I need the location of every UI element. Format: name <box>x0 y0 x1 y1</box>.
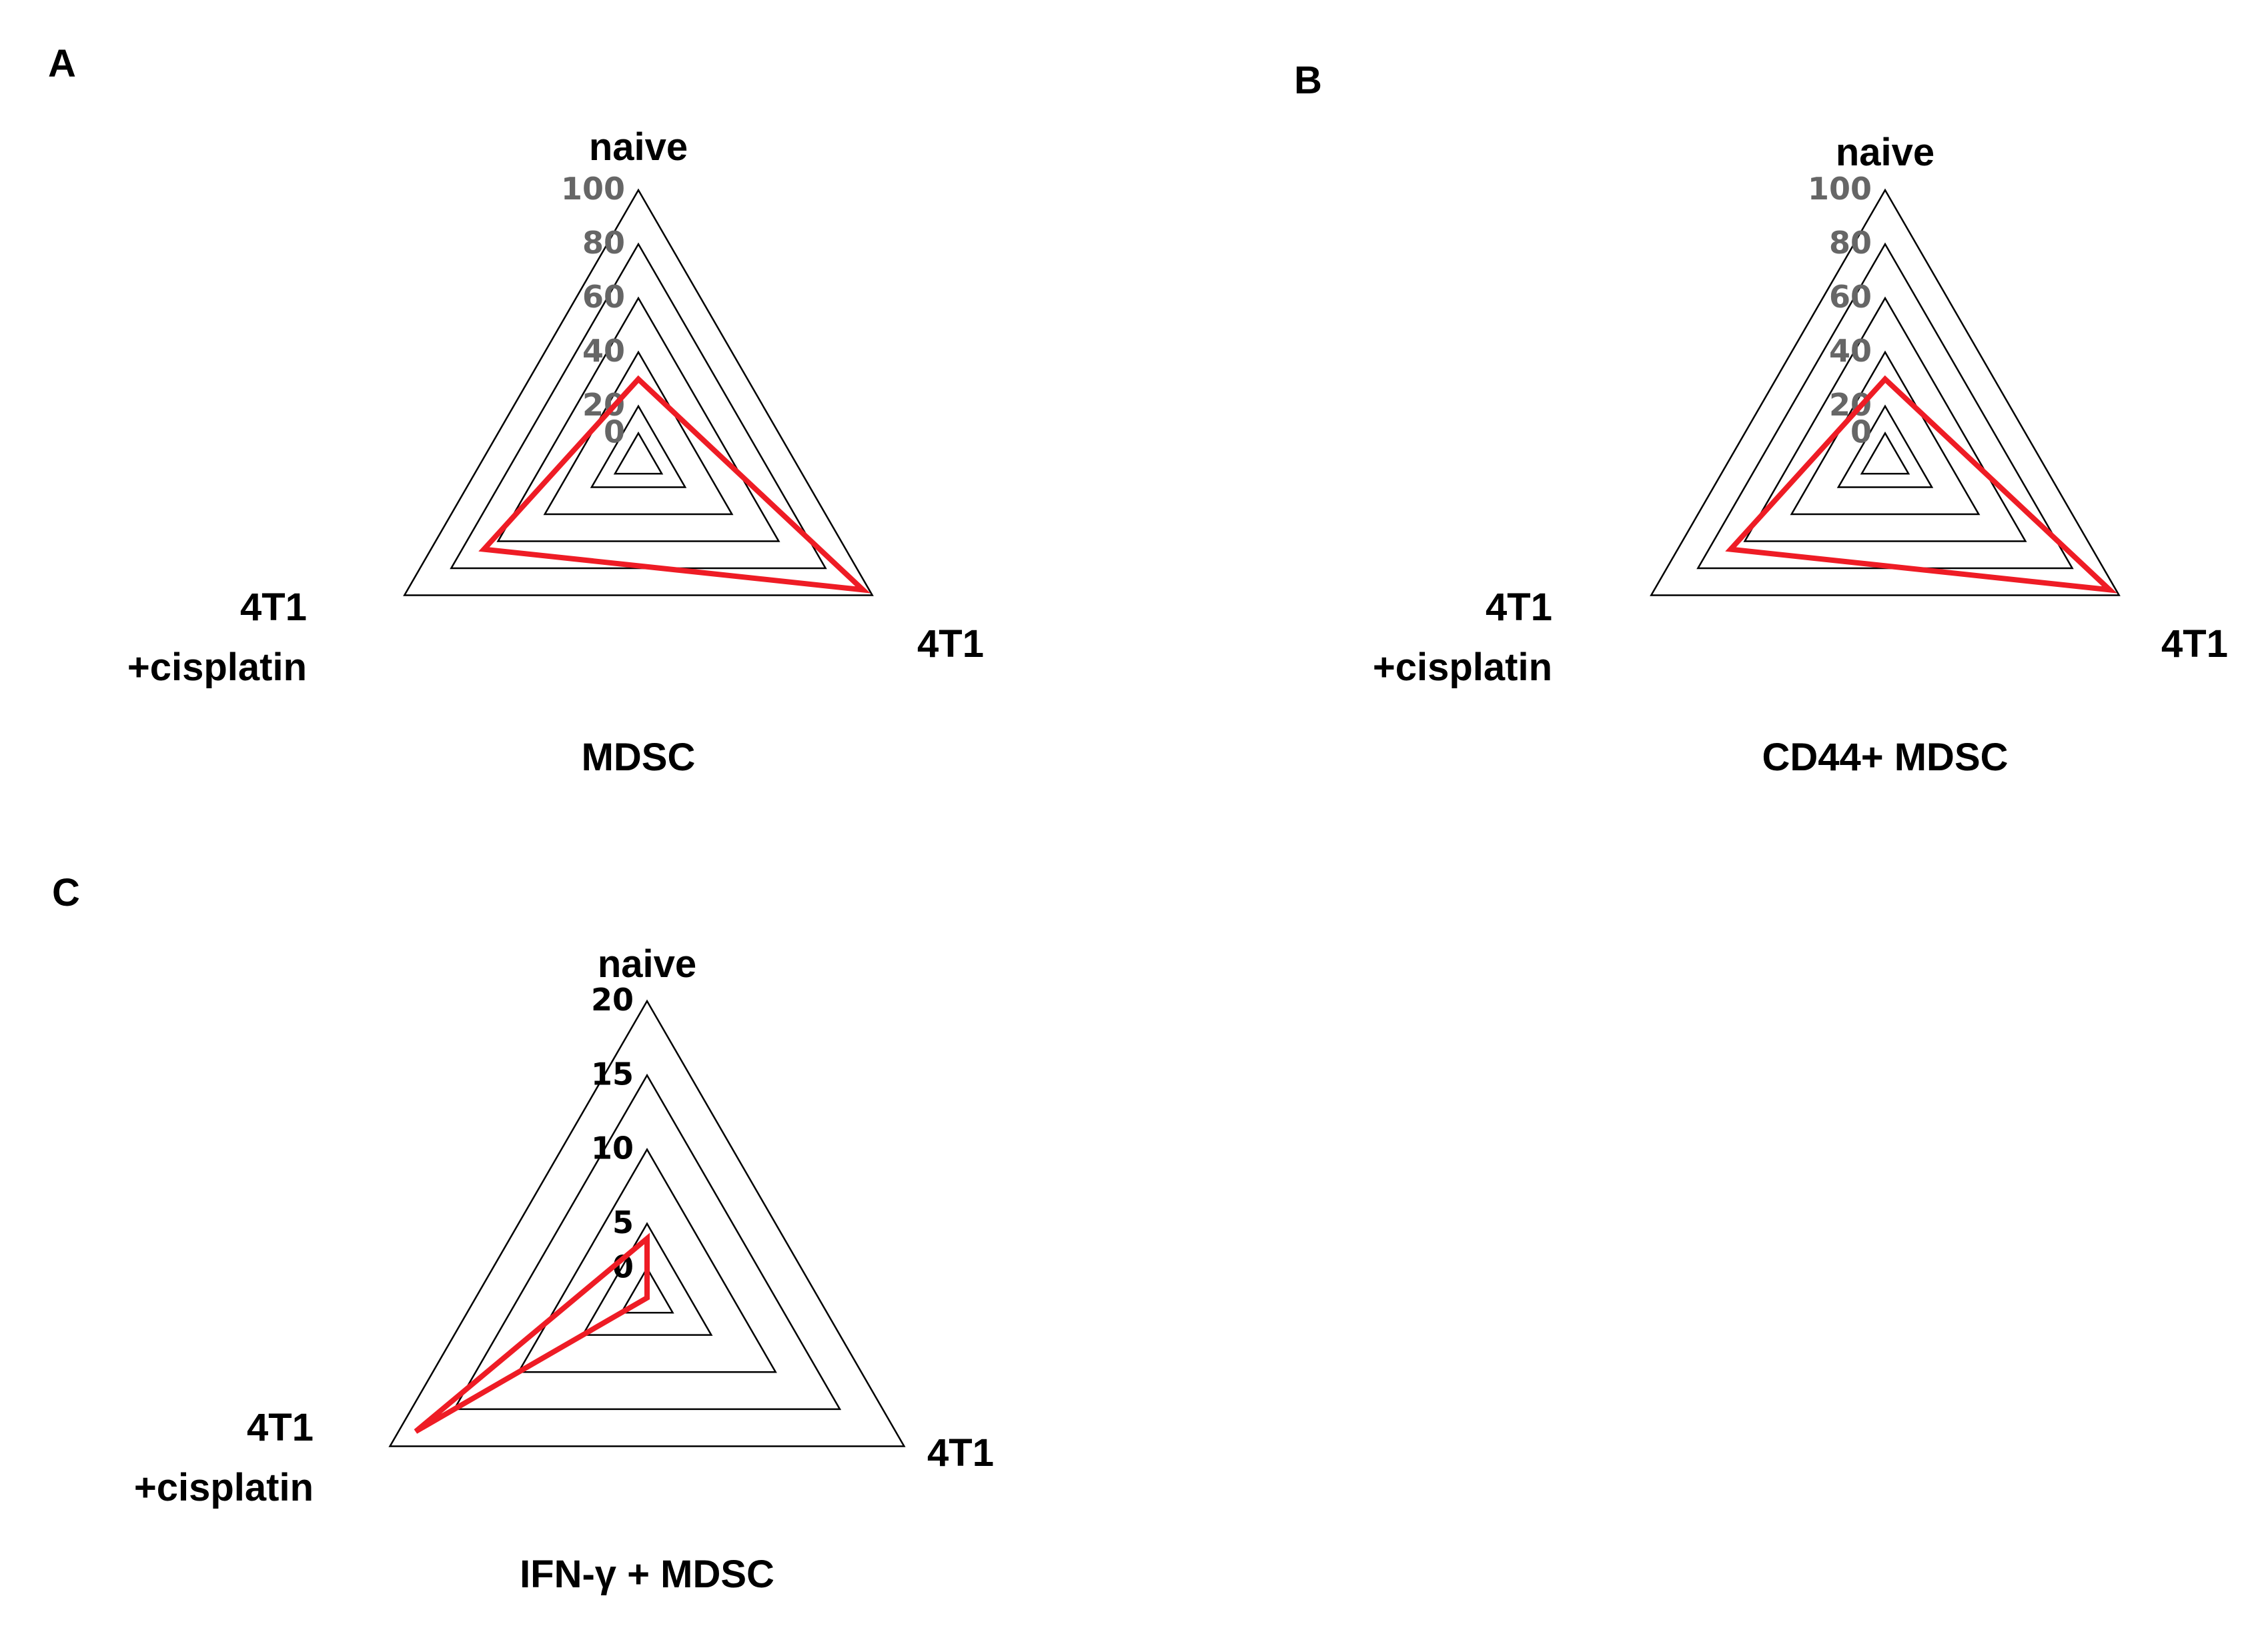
grid-ring <box>496 296 780 542</box>
category-label-4t1: 4T1 <box>927 1431 994 1475</box>
category-label-4t1: 4T1 <box>917 622 984 666</box>
radar-panel-b: B020406080100naive4T14T1+cisplatinCD44+ … <box>1294 59 2228 779</box>
panel-letter: A <box>48 42 76 85</box>
category-label-4t1-cisplatin: +cisplatin <box>134 1466 314 1509</box>
grid-ring <box>613 431 664 475</box>
grid-ring <box>1650 188 2121 596</box>
series-polygon <box>478 375 871 594</box>
axis-tick-label: 40 <box>582 333 625 369</box>
grid-ring <box>581 1222 713 1336</box>
panel-letter: C <box>52 871 80 914</box>
axis-tick-label: 80 <box>1829 225 1872 261</box>
grid-ring <box>1743 296 2027 542</box>
axis-tick-label: 60 <box>582 279 625 315</box>
series-polygon <box>1725 375 2118 594</box>
panel-letter: B <box>1294 59 1322 102</box>
category-label-naive: naive <box>1836 131 1934 174</box>
chart-caption: IFN-γ + MDSC <box>520 1553 774 1596</box>
axis-tick-label: 0 <box>604 414 625 450</box>
axis-tick-label: 40 <box>1829 333 1872 369</box>
series-polygon <box>414 1233 650 1434</box>
axis-tick-label: 100 <box>561 171 625 207</box>
category-label-naive: naive <box>589 125 688 169</box>
grid-ring <box>1860 431 1910 475</box>
axis-tick-label: 100 <box>1808 171 1872 207</box>
axis-tick-label: 15 <box>591 1056 634 1092</box>
axis-tick-label: 0 <box>1850 414 1872 450</box>
axis-tick-label: 80 <box>582 225 625 261</box>
category-label-naive: naive <box>598 942 696 986</box>
category-label-4t1: 4T1 <box>2161 622 2228 666</box>
category-label-4t1-cisplatin: +cisplatin <box>127 646 307 689</box>
grid-ring <box>590 404 687 488</box>
axis-tick-label: 5 <box>612 1204 634 1241</box>
grid-ring <box>403 188 874 596</box>
category-label-4t1-cisplatin: +cisplatin <box>1373 646 1552 689</box>
grid-ring <box>620 1266 674 1314</box>
category-label-4t1-cisplatin: 4T1 <box>247 1406 314 1449</box>
grid-ring <box>1836 404 1934 488</box>
category-label-4t1-cisplatin: 4T1 <box>1486 586 1552 629</box>
axis-tick-label: 20 <box>591 982 634 1018</box>
grid-ring <box>452 1073 842 1411</box>
chart-caption: CD44+ MDSC <box>1762 736 2008 779</box>
axis-tick-label: 60 <box>1829 279 1872 315</box>
axis-tick-label: 10 <box>591 1130 634 1166</box>
grid-ring <box>517 1147 777 1373</box>
grid-ring <box>388 999 906 1447</box>
chart-caption: MDSC <box>582 736 696 779</box>
category-label-4t1-cisplatin: 4T1 <box>240 586 307 629</box>
